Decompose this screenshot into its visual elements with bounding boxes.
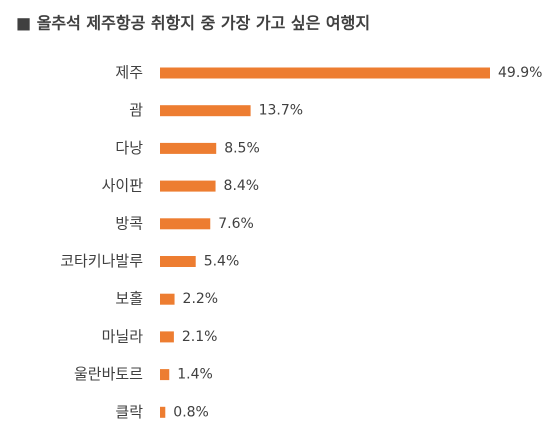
bar (160, 67, 490, 79)
bar (160, 256, 196, 267)
category-label: 클락 (115, 403, 143, 421)
value-label: 49.9% (498, 65, 542, 81)
value-label: 13.7% (259, 103, 303, 119)
bar (160, 105, 251, 117)
category-label: 코타키나발루 (60, 252, 143, 270)
category-label: 방콕 (115, 214, 143, 232)
bar (160, 180, 216, 192)
value-label: 8.5% (224, 140, 260, 156)
bar (160, 293, 175, 305)
bar (160, 369, 170, 381)
category-label: 사이판 (102, 177, 144, 195)
category-label: 괌 (129, 101, 143, 119)
bar (160, 218, 211, 230)
value-label: 0.8% (173, 404, 209, 420)
value-label: 2.1% (182, 329, 218, 345)
category-label: 울란바토르 (74, 365, 143, 383)
value-label: 8.4% (224, 178, 260, 194)
value-label: 5.4% (204, 254, 240, 270)
category-label: 보홀 (115, 290, 143, 308)
value-label: 7.6% (218, 216, 254, 232)
value-label: 1.4% (177, 367, 213, 383)
bar (160, 142, 217, 154)
bar (160, 406, 166, 418)
category-label: 다낭 (115, 139, 143, 157)
category-label: 제주 (115, 64, 143, 82)
value-label: 2.2% (183, 291, 219, 307)
category-label: 마닐라 (102, 327, 144, 345)
bar (160, 331, 174, 343)
chart-title: ■ 올추석 제주항공 취항지 중 가장 가고 싶은 여행지 (16, 14, 370, 33)
